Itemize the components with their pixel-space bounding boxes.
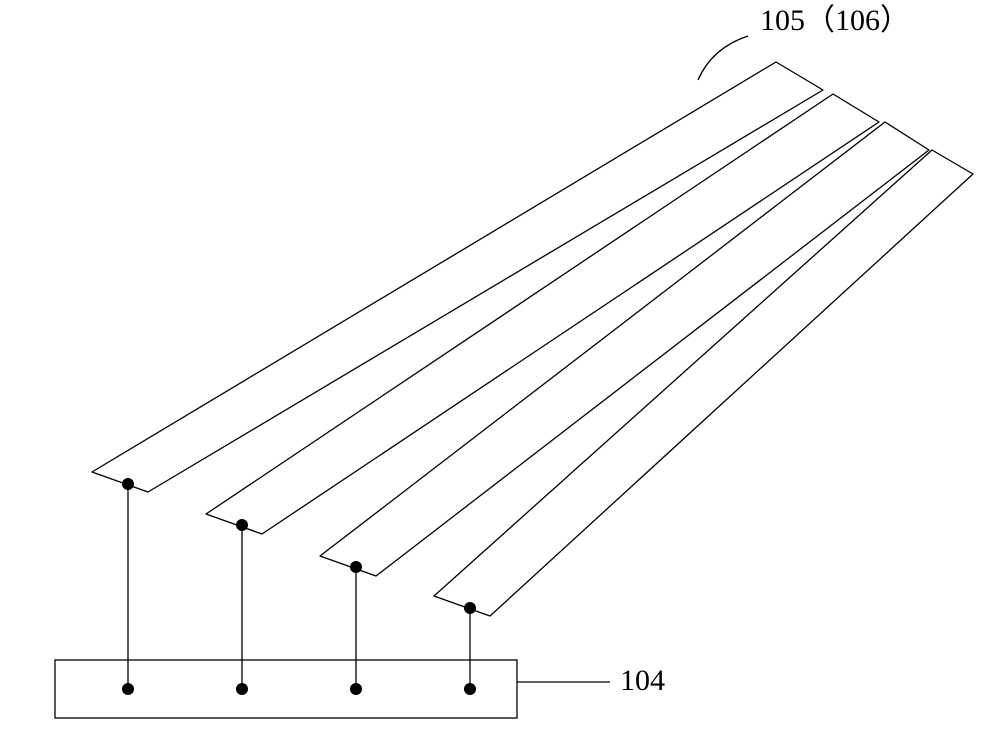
strip-dot-3 — [350, 561, 362, 573]
label-strip: 105（106） — [760, 4, 910, 37]
controller-dot-3 — [350, 683, 362, 695]
controller-dot-2 — [236, 683, 248, 695]
controller-dot-4 — [464, 683, 476, 695]
leader-top — [698, 36, 748, 80]
strip-4 — [434, 150, 973, 616]
label-controller: 104 — [620, 664, 665, 697]
strip-2 — [206, 94, 879, 534]
strip-dot-4 — [464, 602, 476, 614]
strip-dot-2 — [236, 519, 248, 531]
strip-3 — [320, 122, 929, 576]
controller-dot-1 — [122, 683, 134, 695]
diagram-canvas: 105（106） 104 — [0, 0, 1000, 734]
strip-1 — [92, 62, 823, 492]
strip-dot-1 — [122, 478, 134, 490]
